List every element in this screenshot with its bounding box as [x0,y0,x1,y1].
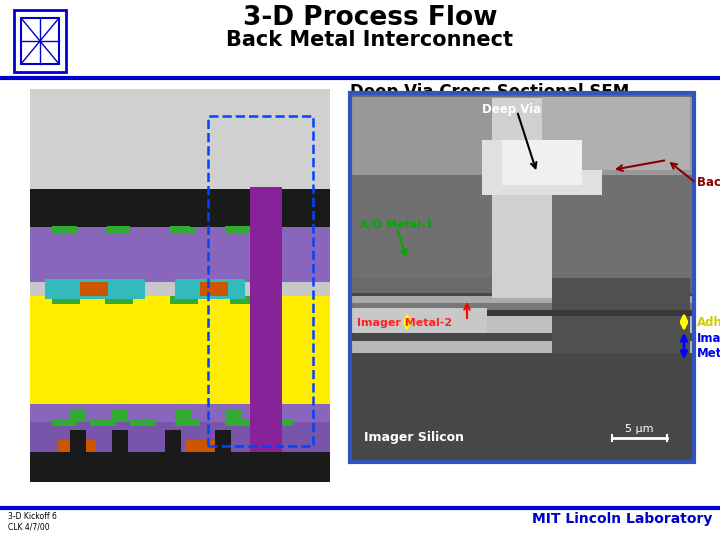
Bar [80,282,108,296]
Bar [352,308,487,333]
Bar [58,440,96,452]
Bar [250,187,282,452]
Bar [21,18,59,64]
Bar [30,89,330,482]
Text: 3-D Kickoff 6
CLK 4/7/00: 3-D Kickoff 6 CLK 4/7/00 [8,512,57,531]
Bar [30,296,330,404]
Bar [165,430,181,452]
Bar [352,341,692,353]
Bar [45,279,145,299]
Text: Imager Metal-2: Imager Metal-2 [357,318,452,328]
Bar [52,419,77,426]
Bar [175,279,245,299]
Bar [502,140,582,185]
Bar [352,311,692,333]
Bar [170,296,198,304]
Bar [208,116,313,446]
Bar [30,227,330,282]
Bar [30,404,330,422]
Bar [225,410,241,422]
Text: 5 μm: 5 μm [625,424,653,434]
Bar [215,430,231,452]
Text: Imager
Metal-1: Imager Metal-1 [697,332,720,360]
Bar [350,93,694,462]
Bar [52,296,80,304]
Bar [30,189,330,227]
Bar [230,296,258,304]
Bar [30,422,330,452]
Bar [30,452,330,482]
Text: Deep Via Cross Sectional SEM: Deep Via Cross Sectional SEM [351,83,629,101]
Bar [70,430,86,452]
Text: Imager Silicon: Imager Silicon [364,431,464,444]
Bar [542,97,690,170]
Bar [225,226,250,234]
Text: MIT Lincoln Laboratory: MIT Lincoln Laboratory [531,512,712,526]
Bar [352,296,692,303]
Bar [112,410,128,422]
Bar [175,410,191,422]
Bar [112,430,128,452]
Bar [85,212,107,227]
Bar [352,310,692,316]
Bar [14,10,66,72]
Bar [352,95,692,460]
Bar [105,296,133,304]
Bar [260,430,276,452]
Bar [175,419,200,426]
Bar [30,89,330,189]
Bar [190,212,212,227]
Bar [492,98,552,298]
Bar [52,226,77,234]
Text: Deep Via: Deep Via [482,103,541,116]
Bar [130,419,155,426]
Bar [225,419,250,426]
Text: 3-D Process Flow: 3-D Process Flow [243,5,498,31]
Bar [552,278,690,353]
Bar [170,226,195,234]
Bar [105,226,130,234]
Bar [70,410,86,422]
Text: Back Metal: Back Metal [697,177,720,190]
Text: Adhesive: Adhesive [697,315,720,328]
Bar [352,293,692,460]
Text: Back Metal Interconnect: Back Metal Interconnect [227,30,513,50]
Bar [200,282,228,296]
Bar [90,419,115,426]
Bar [268,419,293,426]
Bar [352,303,692,311]
Bar [352,96,692,278]
Bar [352,97,692,175]
Bar [185,440,223,452]
Bar [482,140,602,195]
Text: A/D Metal-1: A/D Metal-1 [360,220,433,230]
